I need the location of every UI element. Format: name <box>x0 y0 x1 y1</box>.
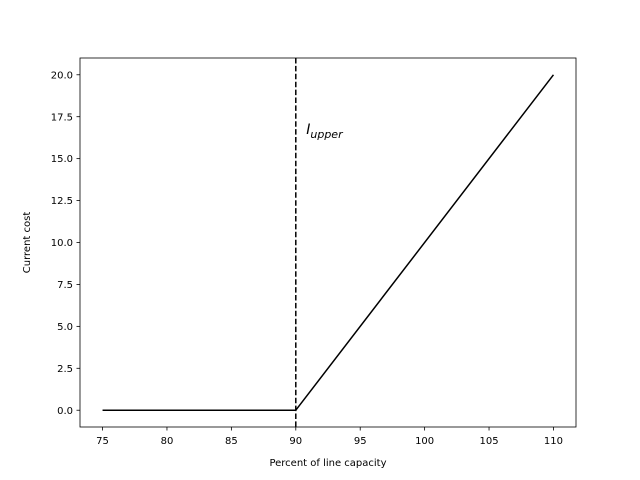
x-tick-label: 105 <box>479 436 498 447</box>
y-tick-label: 20.0 <box>51 70 73 81</box>
x-tick-label: 75 <box>96 436 109 447</box>
x-tick-label: 80 <box>161 436 174 447</box>
annotation-subscript: upper <box>310 128 344 141</box>
y-tick-label: 10.0 <box>51 238 73 249</box>
plot-content <box>102 58 555 427</box>
x-axis-label: Percent of line capacity <box>269 458 386 469</box>
x-axis-ticks: 75 80 85 90 95 100 105 110 <box>96 427 563 447</box>
y-tick-label: 12.5 <box>51 196 73 207</box>
y-tick-label: 0.0 <box>57 406 73 417</box>
x-tick-label: 95 <box>354 436 367 447</box>
y-tick-label: 17.5 <box>51 112 73 123</box>
x-tick-label: 90 <box>289 436 302 447</box>
y-axis-label: Current cost <box>22 212 33 274</box>
series-line-0 <box>102 74 555 411</box>
y-tick-label: 15.0 <box>51 154 73 165</box>
annotation-base: I <box>306 122 310 138</box>
y-tick-label: 7.5 <box>57 280 73 291</box>
y-tick-label: 5.0 <box>57 322 73 333</box>
upper-limit-annotation: Iupper <box>306 122 344 141</box>
x-tick-label: 100 <box>415 436 434 447</box>
x-tick-label: 110 <box>544 436 563 447</box>
y-tick-label: 2.5 <box>57 364 73 375</box>
y-axis-ticks: 0.0 2.5 5.0 7.5 10.0 12.5 15.0 17.5 20.0 <box>51 70 80 417</box>
x-tick-label: 85 <box>225 436 238 447</box>
